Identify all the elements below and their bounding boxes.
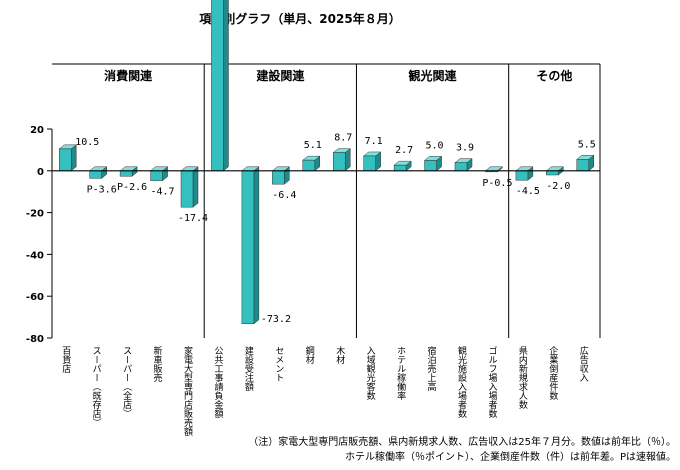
category-label: 入域観光客数 (365, 346, 376, 401)
value-label: -2.0 (546, 181, 570, 192)
value-label: 5.0 (426, 140, 444, 151)
bar (393, 164, 407, 172)
value-label: P-2.6 (117, 182, 147, 193)
value-label: P-0.5 (482, 178, 512, 189)
bar (180, 170, 194, 208)
value-label: -4.5 (516, 186, 540, 197)
value-label: 10.5 (75, 137, 99, 148)
footnote-line-2: ホテル稼働率（％ポイント）、企業倒産件数（件）は前年差。Pは速報値。 (344, 452, 676, 463)
category-label: 新車販売 (152, 345, 163, 383)
category-label: 木材 (334, 345, 345, 364)
y-tick-label: 0 (37, 167, 44, 178)
group-label: 建設関連 (255, 68, 305, 83)
bar (58, 148, 72, 172)
group-label: その他 (536, 68, 572, 83)
chart-title: 項目別グラフ（単月、2025年８月） (199, 11, 400, 26)
value-label: 7.1 (365, 136, 383, 147)
value-label: -17.4 (178, 213, 208, 224)
bar-side (192, 166, 199, 208)
category-label: 家電大型専門店販売額 (182, 345, 193, 437)
value-label: -73.2 (261, 314, 291, 325)
bar (150, 170, 163, 181)
value-label: 5.5 (578, 139, 596, 150)
bar (119, 170, 133, 177)
bar (454, 162, 468, 172)
bar (302, 159, 316, 172)
bar (89, 170, 102, 179)
bar-side (223, 0, 229, 172)
bar (363, 155, 376, 172)
y-tick-label: -20 (26, 209, 44, 220)
category-label: 百貨店 (60, 346, 71, 374)
category-label: スーパー（既存店） (91, 346, 102, 427)
category-label: 観光施設入場者数 (456, 345, 467, 419)
category-label: 県内新規求人数 (517, 346, 528, 410)
bar (515, 170, 529, 181)
y-tick-label: -40 (26, 250, 44, 261)
group-label: 消費関連 (104, 68, 153, 83)
bar-side (70, 144, 77, 172)
value-label: 8.7 (334, 133, 352, 144)
value-label: -6.4 (272, 190, 296, 201)
category-label: ゴルフ場入場者数 (486, 345, 497, 419)
bar (211, 0, 224, 172)
category-label: 鋼材 (304, 345, 315, 364)
category-label: 公共工事請負金額 (212, 346, 223, 419)
value-label: P-3.6 (87, 184, 117, 195)
category-label: 宿泊売上高 (426, 345, 437, 392)
value-label: 2.7 (395, 145, 413, 156)
y-tick-label: 20 (30, 125, 44, 136)
value-label: 3.9 (456, 143, 474, 154)
footnote-line-1: （注）家電大型専門店販売額、県内新規求人数、広告収入は25年７月分。数値は前年比… (248, 437, 676, 448)
bar (576, 159, 590, 172)
bar (272, 170, 285, 185)
bar (424, 160, 437, 172)
value-label: -4.7 (151, 187, 175, 198)
category-label: 広告収入 (578, 345, 589, 382)
bar-side (253, 166, 260, 325)
category-label: ホテル稼働率 (395, 346, 406, 401)
bar (332, 152, 346, 172)
bar (546, 170, 559, 176)
category-label: セメント (273, 346, 284, 382)
category-label: 建設受注額 (243, 345, 254, 392)
y-tick-label: -60 (26, 292, 44, 303)
y-tick-label: -80 (26, 334, 44, 345)
group-label: 観光関連 (409, 68, 458, 83)
value-label: 5.1 (304, 140, 322, 151)
bar (241, 170, 255, 325)
category-label: スーパー（全店） (121, 346, 132, 418)
category-label: 企業倒産件数 (547, 345, 558, 401)
